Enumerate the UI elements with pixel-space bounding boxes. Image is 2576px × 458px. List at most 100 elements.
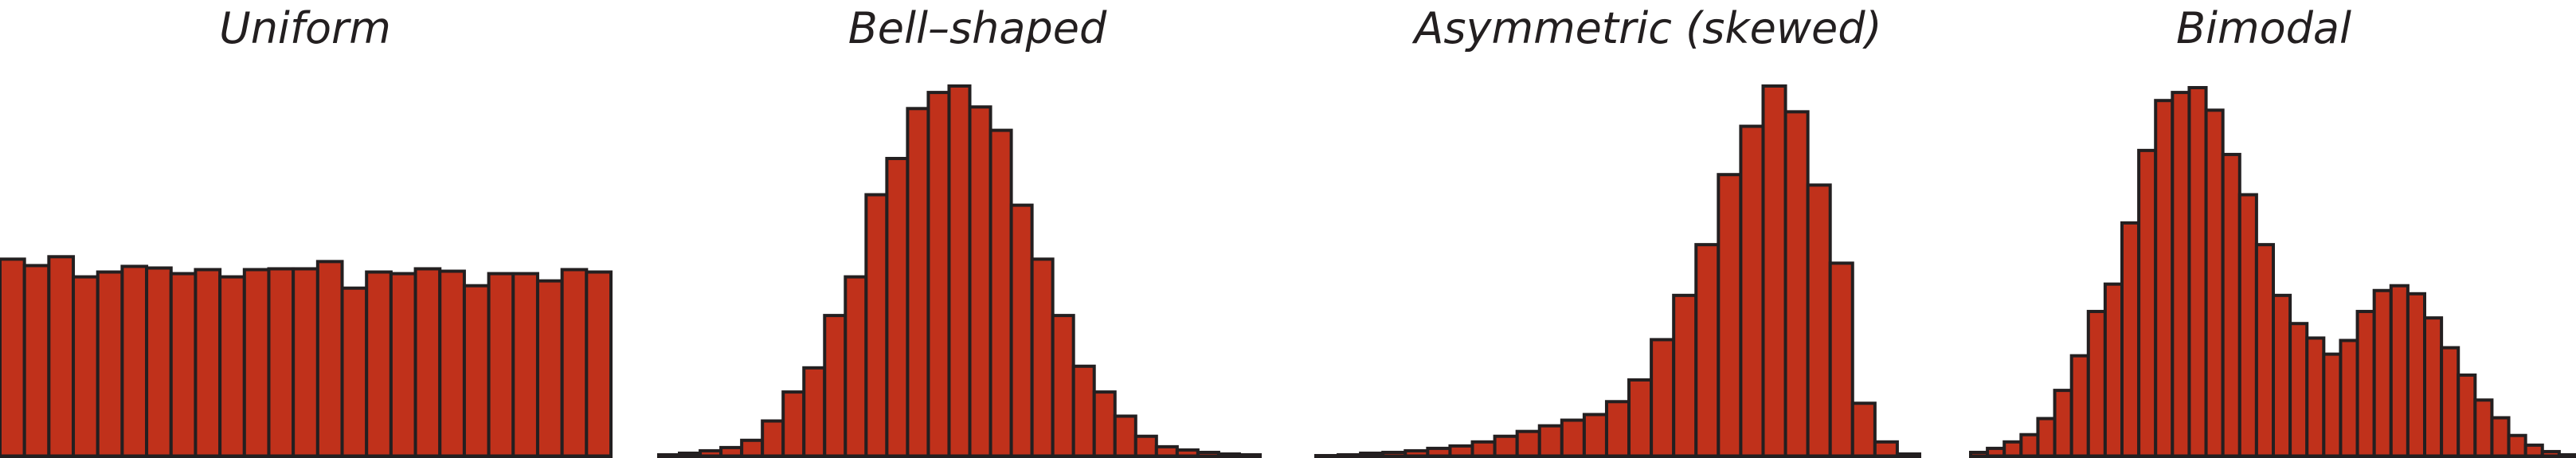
bimodal-bar-13	[2187, 86, 2208, 458]
bimodal-bar-30	[2473, 398, 2494, 458]
bell-shaped-bar-17	[1009, 203, 1034, 458]
bimodal-bar-20	[2305, 336, 2326, 458]
bell-shaped-bar-16	[989, 128, 1013, 458]
bimodal-bar-32	[2507, 433, 2527, 458]
bell-shaped-bar-7	[802, 366, 827, 458]
bimodal-bar-15	[2221, 152, 2241, 458]
bell-shaped-bar-10	[864, 193, 889, 458]
uniform-bar-22	[535, 279, 564, 458]
uniform-panel: Uniform	[0, 3, 613, 458]
asymmetric-title: Asymmetric (skewed)	[1411, 3, 1881, 53]
bimodal-bar-29	[2457, 373, 2477, 458]
bimodal-bar-22	[2339, 339, 2359, 458]
uniform-bar-3	[72, 275, 100, 458]
bimodal-panel: Bimodal	[1969, 3, 2576, 458]
asymmetric-bar-23	[1828, 261, 1854, 458]
asymmetric-bar-7	[1470, 440, 1497, 458]
bell-shaped-bar-6	[781, 390, 806, 458]
bell-shaped-bar-5	[761, 419, 785, 458]
bell-shaped-bar-9	[844, 275, 868, 458]
bimodal-bar-28	[2440, 346, 2461, 458]
uniform-bar-9	[218, 275, 246, 458]
bimodal-bar-23	[2355, 310, 2376, 458]
bimodal-bar-8	[2103, 282, 2124, 458]
bimodal-bar-3	[2019, 433, 2040, 458]
bimodal-bars	[1969, 86, 2576, 458]
uniform-bar-7	[169, 272, 198, 458]
uniform-bar-13	[315, 260, 344, 458]
bimodal-bar-27	[2423, 316, 2444, 458]
bimodal-bar-19	[2288, 322, 2309, 458]
bimodal-bar-4	[2036, 417, 2057, 458]
uniform-bar-10	[242, 268, 271, 458]
uniform-bar-20	[487, 272, 515, 458]
asymmetric-bar-10	[1537, 424, 1564, 458]
bimodal-bar-18	[2272, 293, 2292, 458]
uniform-bar-23	[560, 268, 589, 458]
uniform-bars	[0, 255, 613, 458]
bimodal-bar-12	[2171, 91, 2191, 458]
uniform-bar-14	[340, 286, 369, 458]
uniform-bar-6	[145, 266, 173, 458]
bimodal-bar-31	[2490, 416, 2511, 458]
uniform-bar-18	[438, 269, 466, 458]
bimodal-title: Bimodal	[2176, 3, 2351, 53]
bell-shaped-bar-12	[906, 107, 930, 458]
asymmetric-bar-20	[1761, 84, 1787, 458]
bell-shaped-bars	[657, 84, 1262, 458]
uniform-bar-4	[96, 270, 124, 458]
bell-shaped-bar-13	[926, 91, 951, 458]
uniform-bar-21	[511, 272, 539, 458]
bimodal-bar-5	[2053, 389, 2073, 458]
asymmetric-panel: Asymmetric (skewed)	[1314, 3, 1921, 458]
bimodal-bar-26	[2406, 292, 2426, 458]
bimodal-bar-21	[2322, 352, 2343, 458]
asymmetric-bar-8	[1493, 434, 1519, 458]
bell-shaped-bar-19	[1051, 314, 1075, 458]
uniform-bar-24	[585, 270, 613, 458]
bimodal-bar-10	[2137, 148, 2158, 458]
asymmetric-bar-13	[1604, 400, 1631, 458]
asymmetric-bar-25	[1873, 440, 1899, 458]
uniform-bar-5	[120, 264, 149, 458]
bimodal-bar-9	[2120, 221, 2141, 458]
bell-shaped-bar-14	[947, 84, 972, 458]
uniform-bar-17	[413, 267, 442, 458]
bell-shaped-bar-21	[1092, 390, 1117, 458]
bell-shaped-bar-22	[1113, 414, 1137, 458]
bimodal-bar-14	[2204, 108, 2225, 458]
bell-shaped-bar-8	[823, 314, 848, 458]
uniform-title: Uniform	[219, 3, 391, 53]
bimodal-bar-7	[2086, 310, 2107, 458]
uniform-bar-0	[0, 257, 26, 458]
bell-shaped-title: Bell–shaped	[848, 3, 1107, 53]
bimodal-bar-11	[2154, 99, 2175, 458]
uniform-bar-16	[389, 272, 417, 458]
bell-shaped-bar-4	[740, 438, 765, 458]
asymmetric-bar-17	[1694, 243, 1721, 458]
uniform-bar-12	[292, 267, 319, 458]
bimodal-bar-25	[2389, 284, 2410, 458]
bimodal-bar-16	[2237, 193, 2258, 458]
bell-shaped-panel: Bell–shaped	[657, 3, 1262, 458]
bimodal-bar-2	[2002, 440, 2023, 458]
asymmetric-bar-18	[1717, 173, 1743, 458]
bimodal-bar-24	[2372, 288, 2393, 458]
bell-shaped-bar-11	[885, 156, 910, 458]
asymmetric-bar-15	[1650, 338, 1676, 458]
bimodal-bar-17	[2254, 243, 2275, 458]
asymmetric-bars	[1314, 84, 1921, 458]
uniform-bar-1	[22, 264, 51, 458]
asymmetric-bar-14	[1627, 378, 1654, 458]
asymmetric-bar-21	[1783, 110, 1810, 458]
asymmetric-bar-9	[1515, 429, 1541, 458]
uniform-bar-2	[47, 255, 76, 458]
asymmetric-bar-22	[1806, 183, 1832, 458]
asymmetric-bar-24	[1850, 401, 1877, 458]
bell-shaped-bar-15	[968, 105, 992, 458]
uniform-bar-19	[462, 284, 491, 458]
bell-shaped-bar-23	[1133, 434, 1158, 458]
asymmetric-bar-19	[1739, 124, 1765, 458]
asymmetric-bar-11	[1560, 418, 1586, 458]
